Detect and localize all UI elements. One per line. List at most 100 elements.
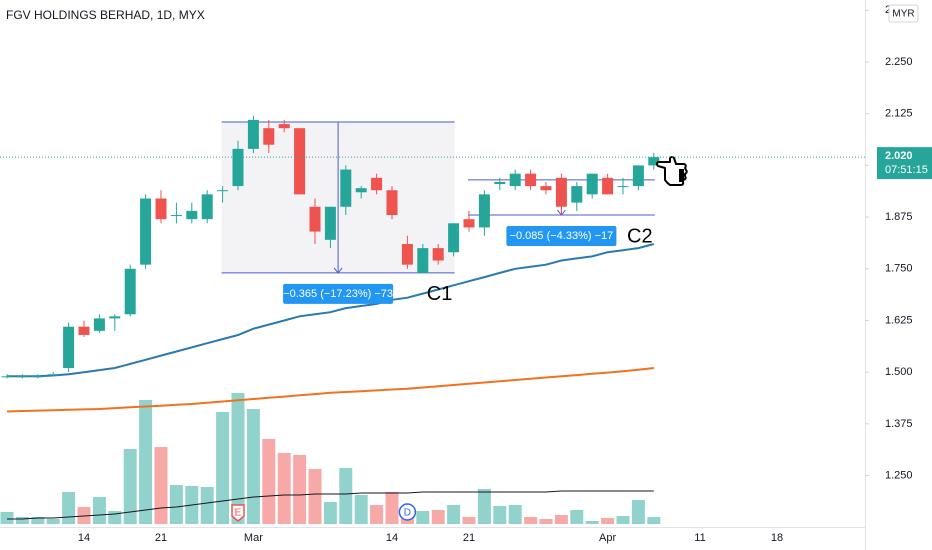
volume-bar bbox=[447, 505, 461, 524]
volume-bar bbox=[524, 517, 538, 524]
volume-bar bbox=[262, 439, 276, 524]
measure-label: −0.365 (−17.23%) −73 bbox=[283, 288, 393, 300]
volume-bar bbox=[231, 393, 245, 524]
volume-bar bbox=[585, 521, 599, 524]
candle-body bbox=[386, 190, 398, 216]
x-tick-label: 14 bbox=[78, 532, 90, 544]
volume-bar bbox=[385, 492, 399, 524]
volume-bar bbox=[416, 511, 430, 524]
candle-body bbox=[632, 165, 644, 187]
x-tick-label: 14 bbox=[386, 532, 398, 544]
volume-bar bbox=[339, 468, 353, 524]
candle-body bbox=[540, 186, 552, 191]
candle-body bbox=[109, 316, 121, 319]
measure-label-box bbox=[283, 283, 394, 304]
y-tick-label: 1.750 bbox=[885, 263, 913, 275]
event-marker bbox=[398, 503, 417, 521]
x-tick-label: Mar bbox=[244, 532, 263, 544]
candle-body bbox=[93, 318, 105, 331]
candle-body bbox=[617, 186, 629, 188]
volume-bar bbox=[154, 447, 168, 524]
measure-label: −0.085 (−4.33%) −17 bbox=[510, 230, 614, 242]
candle-body bbox=[586, 173, 598, 195]
volume-bar bbox=[631, 500, 645, 524]
volume-bar bbox=[92, 497, 106, 524]
candle-body bbox=[140, 198, 152, 265]
volume-bar bbox=[308, 469, 322, 524]
y-tick-label: 2.250 bbox=[885, 56, 913, 68]
candle-body bbox=[448, 223, 460, 253]
candle-body bbox=[63, 326, 75, 369]
volume-bar bbox=[477, 489, 491, 524]
candle-body bbox=[355, 188, 367, 193]
candle-body bbox=[494, 181, 506, 185]
candle-body bbox=[340, 169, 352, 207]
countdown-label: 07:51:15 bbox=[885, 164, 928, 176]
volume-bar bbox=[31, 517, 45, 524]
event-marker bbox=[231, 504, 245, 522]
candle-body bbox=[463, 219, 475, 228]
candle-body bbox=[555, 177, 567, 207]
candle-body bbox=[309, 206, 321, 232]
volume-bar bbox=[647, 517, 661, 524]
candle-body bbox=[1, 376, 13, 378]
volume-bar bbox=[169, 485, 183, 524]
volume-bar bbox=[431, 510, 445, 524]
candle-body bbox=[602, 177, 614, 195]
volume-bar bbox=[508, 505, 522, 524]
candle-body bbox=[571, 186, 583, 203]
plot-area bbox=[0, 115, 661, 524]
volume-bar bbox=[123, 449, 137, 524]
pointing-hand-icon bbox=[656, 156, 688, 186]
y-tick-label: 1.250 bbox=[885, 469, 913, 481]
candle-body bbox=[124, 268, 136, 315]
volume-bar bbox=[370, 505, 384, 524]
chart-title: FGV HOLDINGS BERHAD, 1D, MYX bbox=[6, 8, 205, 22]
measure-tag: C2 bbox=[627, 225, 653, 247]
candle-body bbox=[263, 128, 275, 145]
volume-bar bbox=[616, 516, 630, 524]
candle-body bbox=[478, 194, 490, 228]
y-tick-label: 1.500 bbox=[885, 366, 913, 378]
y-tick-label: 1.875 bbox=[885, 211, 913, 223]
volume-bar bbox=[554, 515, 568, 524]
y-tick-label: 1.375 bbox=[885, 418, 913, 430]
x-tick-label: 18 bbox=[771, 532, 783, 544]
ma-line bbox=[7, 243, 655, 378]
candle-body bbox=[155, 198, 167, 220]
candle-body bbox=[32, 376, 44, 378]
y-tick-label: 2.125 bbox=[885, 108, 913, 120]
volume-bar bbox=[246, 409, 260, 524]
volume-bar bbox=[539, 519, 553, 524]
volume-bar bbox=[354, 495, 368, 524]
event-label: D bbox=[404, 508, 411, 519]
candle-body bbox=[78, 326, 90, 335]
volume-bar bbox=[139, 400, 153, 524]
volume-bar bbox=[200, 487, 214, 524]
x-tick-label: 21 bbox=[463, 532, 475, 544]
x-tick-label: Apr bbox=[599, 532, 616, 544]
candle-body bbox=[417, 248, 429, 273]
candle-body bbox=[432, 248, 444, 261]
candle-body bbox=[324, 206, 336, 240]
measure-tag: C1 bbox=[427, 283, 453, 305]
volume-bar bbox=[601, 518, 615, 524]
volume-bar bbox=[323, 502, 337, 524]
candle-body bbox=[186, 210, 198, 220]
volume-bar bbox=[15, 517, 29, 524]
candle-body bbox=[47, 374, 59, 376]
volume-bar bbox=[277, 453, 291, 524]
y-tick-label: 1.625 bbox=[885, 314, 913, 326]
last-price-label: 2.020 bbox=[885, 150, 913, 162]
currency-badge bbox=[888, 4, 919, 23]
candle-body bbox=[401, 243, 413, 265]
candle-body bbox=[278, 124, 290, 129]
candle-body bbox=[509, 173, 521, 187]
volume-bar bbox=[62, 492, 76, 524]
event-label: E bbox=[235, 508, 242, 519]
candle-body bbox=[648, 157, 660, 166]
candle-body bbox=[371, 177, 383, 191]
x-tick-label: 21 bbox=[155, 532, 167, 544]
candle-body bbox=[170, 215, 182, 217]
